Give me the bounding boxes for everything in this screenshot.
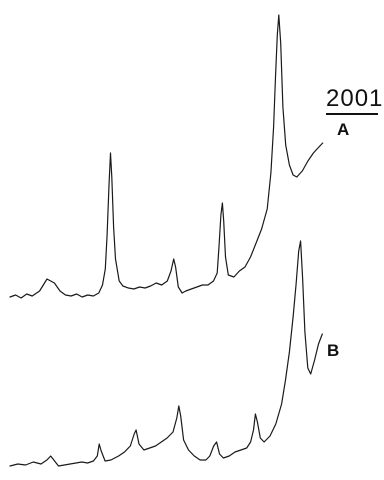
series-label-b: B — [327, 341, 339, 360]
series-label-a: A — [337, 120, 349, 139]
scale-label: 2001 — [326, 85, 383, 112]
trace-a — [9, 14, 324, 299]
traces-layer — [9, 14, 324, 467]
trace-b — [9, 240, 323, 467]
